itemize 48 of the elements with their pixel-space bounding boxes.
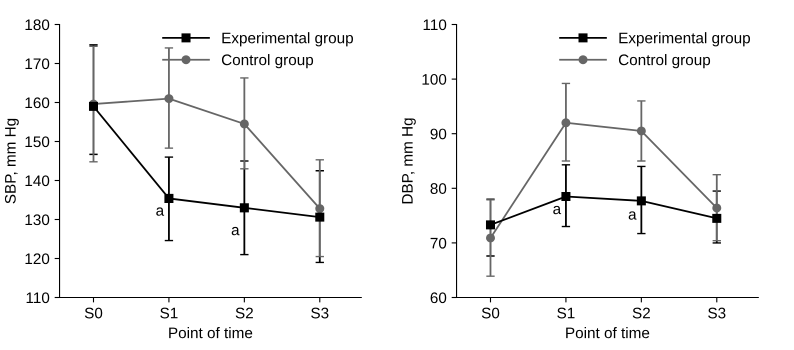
y-tick-label: 160 (26, 97, 50, 108)
point (486, 220, 496, 230)
y-tick-label: 180 (26, 19, 50, 30)
y-tick-label: 140 (26, 175, 50, 186)
annotation: a (232, 226, 240, 236)
y-tick-label: 110 (26, 292, 50, 304)
point (561, 192, 570, 202)
legend-label: Control group (618, 54, 710, 68)
point (712, 214, 722, 223)
y-tick-label: 120 (26, 253, 50, 264)
y-tick-label: 90 (430, 128, 446, 140)
point (486, 233, 496, 242)
y-tick-label: 150 (26, 136, 50, 148)
point (636, 126, 646, 136)
y-tick-label: 80 (430, 183, 446, 194)
point (561, 118, 570, 128)
y-tick-label: 130 (26, 214, 50, 226)
annotation: a (156, 207, 164, 216)
x-axis-title: Point of time (566, 327, 650, 338)
y-tick-label: 70 (430, 238, 446, 249)
annotation: a (553, 206, 562, 214)
x-tick-label: S3 (708, 308, 726, 318)
x-tick-label: S3 (311, 308, 328, 318)
x-axis-title: Point of time (169, 327, 252, 338)
annotation: a (628, 211, 637, 220)
point (164, 194, 174, 203)
y-tick-label: 60 (430, 292, 446, 304)
point (315, 204, 324, 214)
point (240, 203, 249, 212)
x-tick-label: S1 (160, 308, 178, 318)
legend-label: Control group (222, 54, 314, 68)
point (636, 196, 646, 206)
x-tick-label: S1 (557, 308, 575, 318)
y-tick-label: 170 (26, 58, 50, 70)
y-axis-title: DBP, mm Hg (402, 118, 416, 204)
y-tick-label: 100 (422, 74, 446, 85)
point (315, 212, 324, 222)
point (712, 203, 722, 212)
legend-label: Experimental group (619, 32, 750, 46)
y-tick-label: 110 (424, 19, 446, 30)
x-tick-label: S0 (482, 308, 500, 318)
x-tick-label: S0 (84, 308, 102, 318)
x-tick-label: S2 (236, 308, 253, 318)
point (240, 119, 249, 128)
point (164, 94, 174, 104)
legend-label: Experimental group (222, 32, 353, 46)
y-axis-title: SBP, mm Hg (4, 118, 19, 204)
x-tick-label: S2 (632, 308, 650, 318)
